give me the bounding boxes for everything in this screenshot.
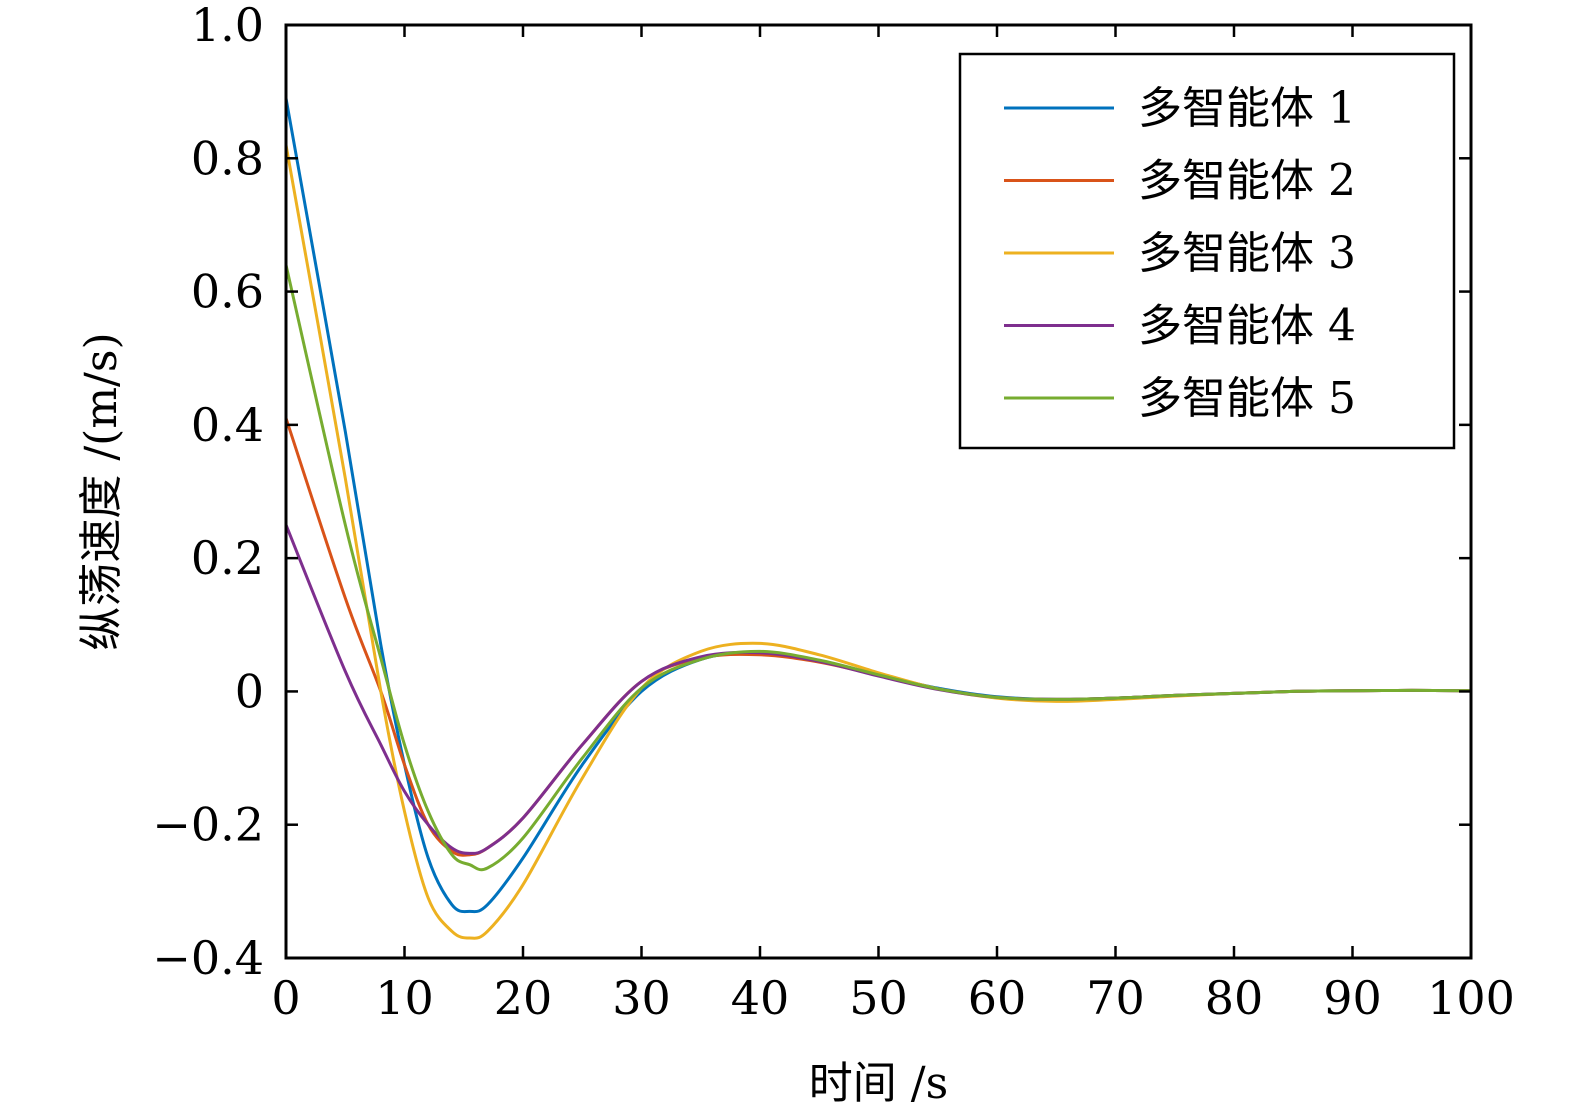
x-axis-label: 时间 /s — [809, 1058, 948, 1109]
y-tick-label: 0.4 — [191, 398, 264, 452]
x-tick-label: 80 — [1205, 971, 1264, 1025]
ticks-layer: 0 10 20 30 40 50 60 70 80 90 100 −0.4 −0.2 0 0.2 0.4 0.6… — [152, 0, 1515, 1025]
series-line-5 — [284, 264, 1472, 872]
y-tick-label: 1.0 — [191, 0, 264, 52]
legend-box — [958, 52, 1456, 450]
y-tick-label: 0.2 — [191, 531, 264, 585]
series-layer — [284, 98, 1472, 940]
x-tick-label: 30 — [612, 971, 671, 1025]
x-tick-label: 10 — [375, 971, 434, 1025]
legend-label-4: 多智能体 4 — [1138, 301, 1356, 352]
x-tick-label: 100 — [1427, 971, 1515, 1025]
x-tick-label: 40 — [731, 971, 790, 1025]
x-tick-label: 0 — [271, 971, 300, 1025]
y-tick-label: −0.2 — [152, 798, 264, 852]
y-tick-label: 0 — [235, 664, 264, 718]
y-axis-label: 纵荡速度 /(m/s) — [76, 332, 127, 650]
x-tick-label: 20 — [494, 971, 553, 1025]
y-tick-label: −0.4 — [152, 931, 264, 985]
legend-label-5: 多智能体 5 — [1138, 373, 1356, 424]
y-tick-label: 0.8 — [191, 131, 264, 185]
legend-label-1: 多智能体 1 — [1138, 83, 1356, 134]
legend-label-3: 多智能体 3 — [1138, 228, 1356, 279]
x-tick-label: 50 — [849, 971, 908, 1025]
x-tick-label: 90 — [1323, 971, 1382, 1025]
x-tick-label: 60 — [968, 971, 1027, 1025]
x-tick-label: 70 — [1086, 971, 1145, 1025]
legend-label-2: 多智能体 2 — [1138, 156, 1356, 207]
legend: 多智能体 1 多智能体 2 多智能体 3 多智能体 4 多智能体 5 — [958, 52, 1456, 450]
y-tick-label: 0.6 — [191, 265, 264, 319]
